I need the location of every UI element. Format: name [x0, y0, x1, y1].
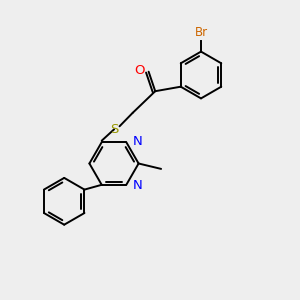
Text: N: N — [132, 179, 142, 192]
Text: N: N — [132, 135, 142, 148]
Text: Br: Br — [194, 26, 208, 39]
Text: S: S — [110, 123, 118, 136]
Text: O: O — [134, 64, 144, 77]
